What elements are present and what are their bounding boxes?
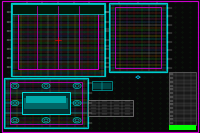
Bar bbox=[169, 84, 196, 88]
Bar bbox=[169, 114, 196, 118]
Bar bbox=[12, 4, 104, 14]
Bar bbox=[169, 125, 196, 130]
Bar bbox=[5, 79, 87, 127]
Bar bbox=[169, 118, 196, 121]
Bar bbox=[110, 4, 166, 71]
Bar bbox=[169, 106, 196, 110]
Bar bbox=[169, 80, 196, 84]
Bar bbox=[92, 81, 112, 90]
Bar bbox=[169, 95, 196, 99]
Bar bbox=[22, 92, 70, 114]
Bar bbox=[169, 76, 196, 80]
Bar bbox=[169, 121, 196, 125]
Bar bbox=[169, 72, 196, 76]
Bar bbox=[18, 6, 98, 69]
Bar bbox=[11, 3, 105, 76]
Bar bbox=[4, 78, 88, 128]
Bar bbox=[169, 72, 196, 125]
Bar bbox=[169, 103, 196, 106]
Bar bbox=[88, 100, 133, 116]
Bar bbox=[169, 99, 196, 103]
Bar bbox=[109, 3, 167, 72]
Bar bbox=[169, 88, 196, 91]
Bar bbox=[10, 82, 82, 124]
Bar bbox=[24, 98, 68, 109]
Bar bbox=[26, 96, 66, 103]
Bar bbox=[12, 4, 104, 76]
Bar bbox=[115, 7, 161, 68]
Bar bbox=[169, 110, 196, 114]
Bar bbox=[169, 91, 196, 95]
